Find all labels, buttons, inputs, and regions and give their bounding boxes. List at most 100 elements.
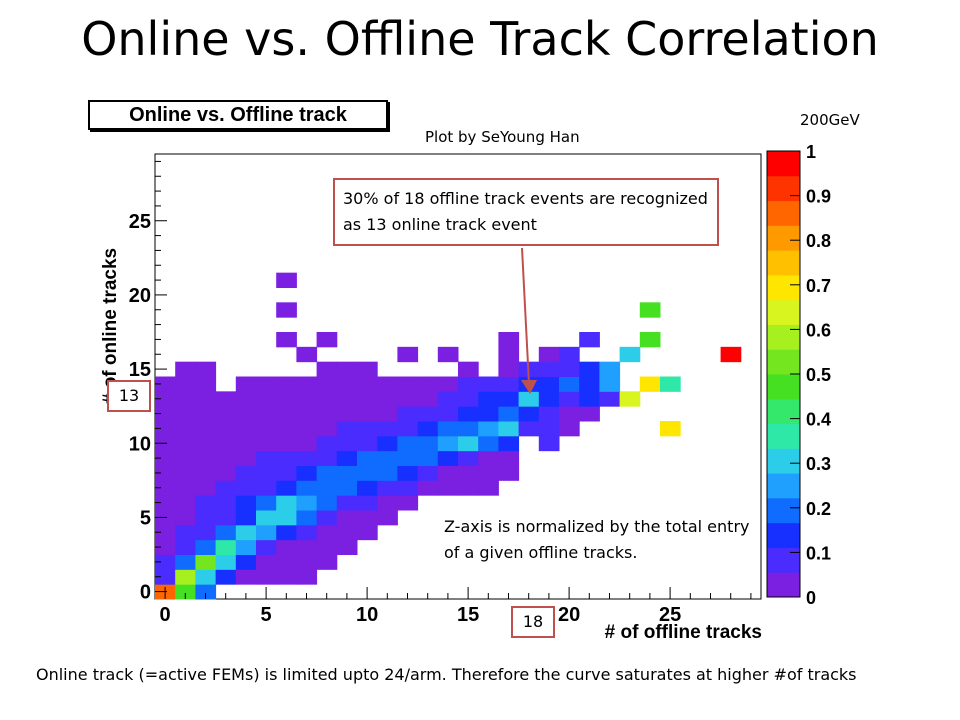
heatmap-cell [256,391,277,407]
heatmap-cell [538,346,560,363]
colorbar-label: 0.2 [806,499,831,519]
heatmap-cell [377,421,398,437]
heatmap-cell [377,450,398,466]
plot-title-box: Online vs. Offline track [88,100,388,130]
heatmap-cell [235,435,257,452]
heatmap-cell [256,435,277,452]
heatmap-cell [155,480,176,496]
heatmap-cell [538,421,560,437]
heatmap-cell [195,450,217,466]
heatmap-cell [498,465,520,481]
heatmap-cell [256,569,277,585]
heatmap-cell [639,376,661,392]
heatmap-cells [155,272,742,600]
heatmap-cell [195,406,217,422]
x-marker-box: 18 [511,606,555,638]
heatmap-cell [518,421,540,437]
heatmap-cell [296,450,318,466]
colorbar-segment [767,473,800,499]
heatmap-cell [377,376,398,392]
heatmap-cell [377,480,398,496]
heatmap-cell [498,435,520,452]
heatmap-cell [316,539,338,555]
heatmap-cell [397,450,419,466]
heatmap-cell [276,554,297,570]
x-tick-label: 20 [558,604,580,626]
heatmap-cell [316,391,338,407]
colorbar-segment [767,547,800,573]
y-tick-label: 10 [129,433,151,455]
heatmap-cell [215,480,237,496]
heatmap-cell [175,421,196,437]
heatmap-cell [296,510,318,526]
heatmap-cell [235,539,257,555]
heatmap-cell [437,421,459,437]
heatmap-cell [437,376,459,392]
heatmap-cell [215,421,237,437]
heatmap-cell [336,421,358,437]
heatmap-cell [417,376,439,392]
heatmap-cell [417,465,439,481]
heatmap-cell [215,510,237,526]
colorbar-label: 0.8 [806,231,831,251]
heatmap-cell [195,569,217,585]
x-tick-label: 25 [659,604,681,626]
heatmap-cell [276,524,297,541]
heatmap-cell [256,510,277,526]
heatmap-cell [357,480,378,496]
heatmap-cell [316,435,338,452]
heatmap-cell [235,421,257,437]
heatmap-cell [195,495,217,511]
heatmap-cell [538,406,560,422]
callout-box: 30% of 18 offline track events are recog… [333,178,719,246]
heatmap-cell [417,435,439,452]
heatmap-cell [155,450,176,466]
heatmap-cell [296,524,318,541]
y-tick-label: 25 [129,211,151,233]
heatmap-cell [155,554,176,570]
heatmap-cell [377,391,398,407]
colorbar-segment [767,423,800,449]
heatmap-cell [276,495,297,511]
x-tick-label: 0 [160,604,171,626]
heatmap-cell [458,406,479,422]
callout-arrowhead [521,380,537,394]
heatmap-cell [296,376,318,392]
heatmap-cell [336,539,358,555]
heatmap-cell [235,569,257,585]
heatmap-cell [498,391,520,407]
y-marker-box: 13 [107,380,151,412]
heatmap-cell [296,435,318,452]
heatmap-cell [417,480,439,496]
heatmap-cell [316,510,338,526]
colorbar-label: 0.4 [806,410,831,430]
heatmap-cell [235,465,257,481]
colorbar-segment [767,349,800,375]
heatmap-cell [498,376,520,392]
axis-ticks: 0 5 10 15 20 25 0 5 10 15 20 25 [129,160,752,626]
heatmap-cell [215,554,237,570]
heatmap-cell [357,450,378,466]
heatmap-cell [195,524,217,541]
heatmap-cell [175,465,196,481]
heatmap-cell [377,435,398,452]
heatmap-cell [256,480,277,496]
heatmap-cell [235,510,257,526]
heatmap-cell [559,406,580,422]
heatmap-cell [397,480,419,496]
heatmap-cell [518,406,540,422]
heatmap-cell [175,480,196,496]
heatmap-cell [579,376,600,392]
heatmap-cell [175,435,196,452]
plot-credit: Plot by SeYoung Han [425,128,580,146]
heatmap-cell [276,539,297,555]
heatmap-cell [195,510,217,526]
heatmap-cell [579,361,600,377]
heatmap-cell [276,569,297,585]
z-axis-note: Z-axis is normalized by the total entry … [444,517,750,562]
heatmap-cell [175,554,196,570]
colorbar-segment [767,522,800,548]
heatmap-cell [175,539,196,555]
x-tick-label: 5 [261,604,272,626]
heatmap-cell [256,495,277,511]
